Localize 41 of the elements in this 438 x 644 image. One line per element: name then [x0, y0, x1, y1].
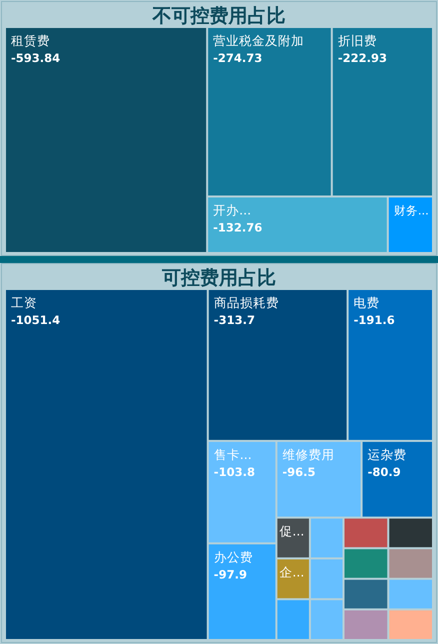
category-label: 企...: [279, 564, 304, 580]
cell: 维修费用 -96.5: [277, 442, 361, 517]
category-label: 办公费: [214, 549, 253, 564]
data-label: -313.7: [214, 313, 255, 327]
cell: 财务...: [388, 197, 432, 252]
cell: 商品损耗费 -313.7: [208, 290, 347, 440]
category-label: 售卡...: [214, 446, 252, 462]
text: 可控费用占比: [161, 267, 276, 289]
category-label: 维修费用: [282, 446, 334, 462]
data-label: -274.73: [213, 51, 262, 65]
cell: 办公费 -97.9: [208, 544, 276, 639]
cell: 促...: [277, 518, 309, 558]
category-label: 商品损耗费: [214, 295, 279, 310]
text: 不可控费用占比: [152, 5, 286, 27]
category-label: 促...: [279, 524, 304, 539]
category-label: 财务...: [394, 203, 429, 218]
data-label: -1051.4: [11, 313, 60, 327]
data-label: -80.9: [368, 464, 401, 479]
category-label: 开办...: [213, 202, 252, 218]
cell: 工资 -1051.4: [6, 290, 207, 639]
data-label: -222.93: [338, 51, 387, 65]
cell: 营业税金及附加 -274.73: [208, 28, 331, 196]
category-label: 折旧费: [338, 33, 377, 48]
cell: 电费 -191.6: [348, 290, 432, 440]
cell: 企...: [277, 559, 309, 598]
data-label: -103.8: [214, 464, 255, 479]
category-label: 运杂费: [368, 446, 407, 462]
cell: 租赁费 -593.84: [6, 28, 206, 252]
cell: 折旧费 -222.93: [332, 28, 432, 196]
category-label: 租赁费: [11, 33, 50, 48]
category-label: 工资: [11, 295, 37, 310]
data-label: -96.5: [282, 464, 316, 479]
cell: 售卡... -103.8: [208, 442, 276, 542]
category-label: 营业税金及附加: [213, 33, 304, 48]
category-label: 电费: [354, 295, 380, 310]
cell: 运杂费 -80.9: [362, 442, 432, 517]
data-label: -593.84: [11, 51, 60, 65]
data-label: -191.6: [354, 313, 395, 327]
cell: 开办... -132.76: [208, 197, 387, 252]
data-label: -97.9: [214, 567, 247, 582]
data-label: -132.76: [213, 220, 262, 234]
